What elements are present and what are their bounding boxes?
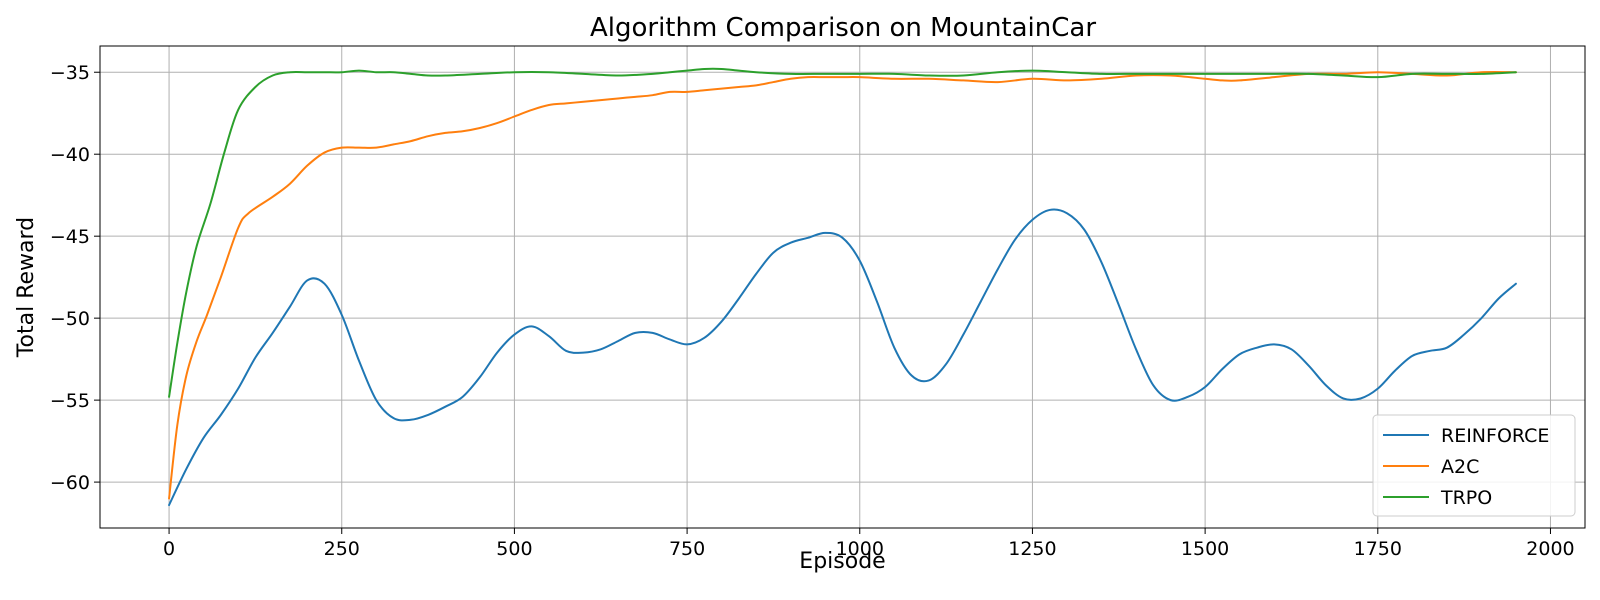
series-line-trpo [168,67,1517,398]
legend-label: A2C [1441,456,1479,478]
series-line-reinforce [168,208,1517,507]
x-tick-label: 2000 [1526,538,1574,560]
x-tick-label: 250 [324,538,360,560]
x-tick-label: 500 [496,538,532,560]
x-tick-label: 1750 [1354,538,1402,560]
legend-label: REINFORCE [1441,425,1549,447]
legend-box [1372,414,1576,517]
plot-frame [99,45,1586,529]
grid [100,46,1585,528]
y-tick-label: −35 [50,62,90,84]
x-tick-label: 750 [669,538,705,560]
y-tick-label: −50 [50,308,90,330]
y-tick-label: −45 [50,226,90,248]
y-axis: −60 −55 −50 −45 −40 −35 [50,62,100,494]
y-tick-label: −60 [50,472,90,494]
x-tick-label: 1000 [836,538,884,560]
x-tick-label: 1500 [1181,538,1229,560]
y-axis-label: Total Reward [14,217,39,358]
y-tick-label: −40 [50,144,90,166]
chart-title: Algorithm Comparison on MountainCar [590,13,1096,43]
x-axis: 0 250 500 750 1000 1250 1500 1750 2000 [163,528,1575,560]
legend: REINFORCE A2C TRPO [1372,414,1576,517]
series-layer [168,67,1517,507]
series-line-a2c [168,70,1517,500]
x-axis-label: Episode [799,549,885,574]
y-tick-label: −55 [50,390,90,412]
legend-label: TRPO [1440,487,1492,509]
x-tick-label: 1250 [1008,538,1056,560]
x-tick-label: 0 [163,538,175,560]
